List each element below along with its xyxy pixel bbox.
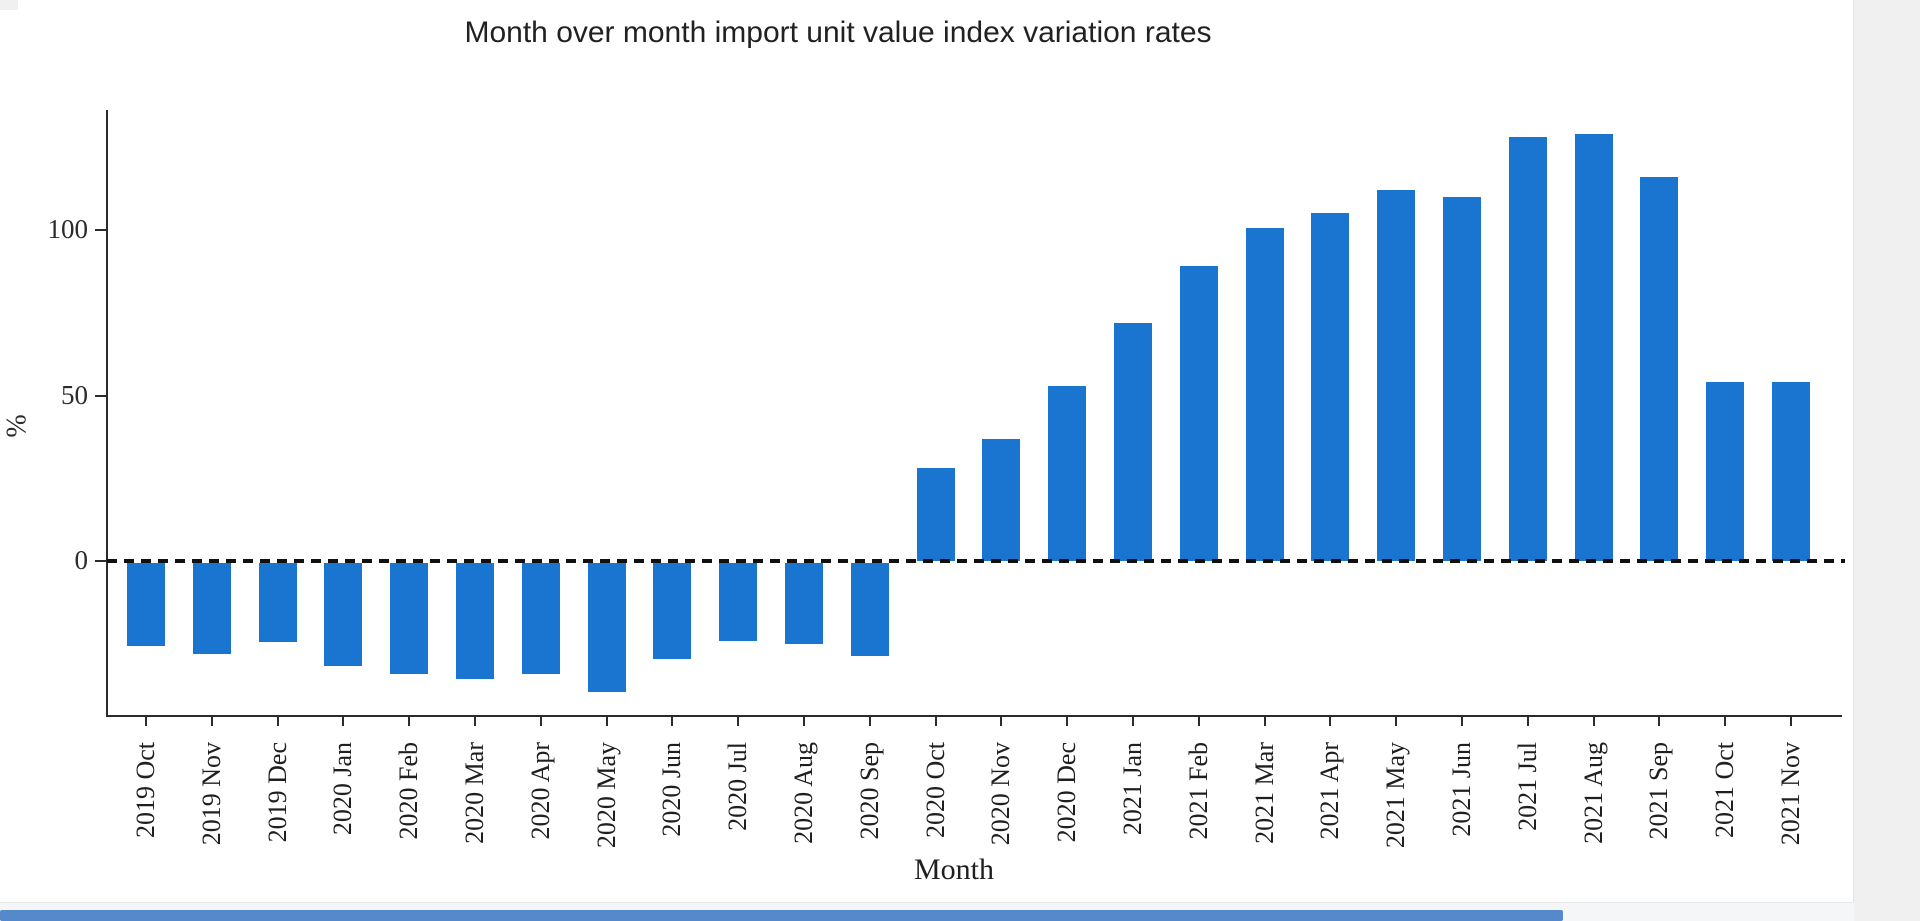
y-axis-title: % <box>1 414 33 438</box>
x-tick-mark <box>1724 717 1727 726</box>
x-tick-label: 2020 Apr <box>525 742 555 840</box>
x-tick-mark <box>671 717 674 726</box>
bar <box>258 563 297 643</box>
y-tick-mark <box>95 560 106 562</box>
x-tick-label: 2021 May <box>1381 742 1411 849</box>
bar <box>916 468 955 561</box>
bar <box>1706 382 1745 561</box>
horizontal-scrollbar-track[interactable] <box>0 902 1854 921</box>
x-tick-label: 2021 Jan <box>1118 742 1147 836</box>
x-tick-label: 2019 Nov <box>196 742 226 846</box>
x-tick-mark <box>1658 717 1661 726</box>
x-tick-mark <box>1066 717 1069 726</box>
bar <box>1377 190 1416 561</box>
y-tick-label: 0 <box>74 545 89 575</box>
x-tick-mark <box>803 717 805 726</box>
right-margin-panel <box>1853 0 1920 921</box>
x-tick-label: 2020 Nov <box>986 742 1016 846</box>
bar <box>785 563 823 645</box>
x-tick-label: 2020 Feb <box>394 742 424 840</box>
x-tick-mark <box>145 717 147 726</box>
x-tick-mark <box>1395 717 1398 726</box>
x-tick-label: 2020 Sep <box>854 742 884 840</box>
x-tick-label: 2021 Nov <box>1776 742 1805 846</box>
y-tick-label: 100 <box>47 214 89 244</box>
x-tick-mark <box>934 717 937 726</box>
bar <box>719 563 758 641</box>
bar <box>521 563 560 674</box>
bar <box>390 563 429 674</box>
x-tick-label: 2021 Jul <box>1512 742 1542 831</box>
x-tick-label: 2020 May <box>591 742 621 849</box>
bar <box>1311 213 1350 561</box>
x-tick-label: 2020 Jul <box>723 742 753 831</box>
x-tick-mark <box>210 717 213 726</box>
y-tick-mark <box>95 229 106 231</box>
y-axis-line <box>106 110 108 717</box>
x-tick-mark <box>737 717 740 726</box>
x-tick-label: 2020 Jan <box>328 742 358 836</box>
x-tick-mark <box>276 717 279 726</box>
bar <box>1179 266 1218 561</box>
bar <box>456 563 494 679</box>
x-tick-mark <box>1526 717 1529 726</box>
bar <box>1443 196 1481 561</box>
x-tick-mark <box>1790 717 1792 726</box>
x-tick-mark <box>1132 717 1134 726</box>
x-tick-mark <box>868 717 871 726</box>
x-tick-mark <box>1592 717 1595 726</box>
bar <box>192 563 231 655</box>
x-axis-title: Month <box>913 853 995 886</box>
x-tick-label: 2020 Mar <box>460 742 489 844</box>
x-tick-mark <box>1329 717 1332 726</box>
x-tick-label: 2021 Feb <box>1183 742 1213 840</box>
zero-baseline-dashed <box>107 559 1845 563</box>
bar <box>850 563 889 656</box>
x-tick-label: 2021 Sep <box>1644 742 1674 840</box>
x-tick-mark <box>1263 717 1266 726</box>
bar <box>1048 385 1087 561</box>
bar <box>1640 177 1679 561</box>
bar <box>653 563 692 659</box>
x-tick-label: 2021 Mar <box>1249 742 1279 844</box>
bar <box>324 563 363 666</box>
x-tick-label: 2019 Oct <box>131 742 160 839</box>
x-tick-mark <box>408 717 411 726</box>
x-tick-mark <box>605 717 608 726</box>
x-axis-line <box>106 715 1842 717</box>
x-tick-mark <box>539 717 542 726</box>
x-tick-mark <box>1461 717 1463 726</box>
x-tick-label: 2020 Oct <box>920 742 950 839</box>
x-tick-label: 2020 Jun <box>657 742 687 837</box>
x-tick-label: 2020 Aug <box>789 742 818 844</box>
window-corner-patch <box>0 0 18 10</box>
y-tick-label: 50 <box>61 380 88 410</box>
bar <box>1508 137 1547 561</box>
bar <box>127 563 165 646</box>
x-tick-label: 2020 Dec <box>1052 742 1082 843</box>
x-tick-label: 2019 Dec <box>262 742 292 843</box>
y-tick-mark <box>95 395 106 397</box>
bar <box>587 563 626 693</box>
bar <box>1772 382 1810 561</box>
x-tick-label: 2021 Apr <box>1315 742 1345 840</box>
x-tick-label: 2021 Oct <box>1710 742 1740 839</box>
x-tick-mark <box>1197 717 1200 726</box>
x-tick-mark <box>342 717 345 726</box>
bar <box>982 438 1021 561</box>
bar <box>1245 228 1284 561</box>
bar <box>1114 322 1152 561</box>
x-tick-label: 2021 Jun <box>1447 742 1476 837</box>
bar <box>1574 134 1613 561</box>
x-tick-label: 2021 Aug <box>1578 742 1608 844</box>
x-tick-mark <box>1000 717 1003 726</box>
chart-title: Month over month import unit value index… <box>464 16 1212 49</box>
horizontal-scrollbar-thumb[interactable] <box>0 910 1563 921</box>
x-tick-mark <box>474 717 476 726</box>
